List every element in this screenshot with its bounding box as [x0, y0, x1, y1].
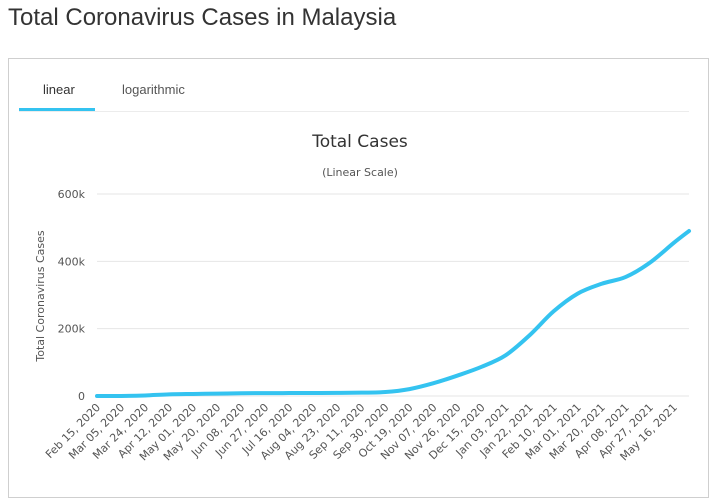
page-title: Total Coronavirus Cases in Malaysia	[8, 4, 396, 32]
chart-panel: linear logarithmic Total Cases (Linear S…	[8, 58, 709, 498]
chart-subtitle: (Linear Scale)	[322, 166, 398, 179]
y-tick-label: 600k	[58, 188, 86, 201]
y-tick-label: 400k	[58, 255, 86, 268]
total-cases-chart: Total Cases (Linear Scale) Total Coronav…	[9, 59, 708, 479]
y-tick-label: 0	[78, 390, 85, 403]
chart-title: Total Cases	[311, 132, 408, 152]
total-cases-line	[97, 231, 689, 396]
y-tick-label: 200k	[58, 323, 86, 336]
y-axis-title: Total Coronavirus Cases	[34, 230, 47, 363]
